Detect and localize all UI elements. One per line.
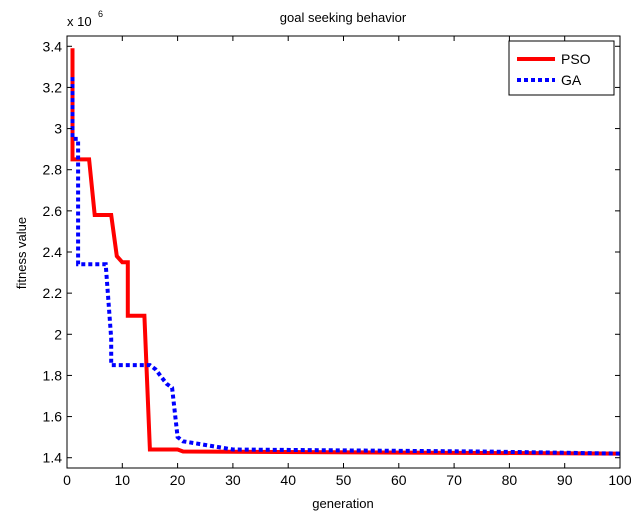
tick-layer: 0 10 20 30 40 50 60 70 80 90 100 1.4 1.6 1.8 2 2.2 2.4 2.…	[43, 36, 631, 488]
y-tick-label: 3	[54, 121, 62, 137]
chart-title: goal seeking behavior	[280, 10, 407, 25]
y-multiplier-base: x 10	[67, 14, 92, 29]
x-tick-label: 60	[391, 472, 407, 488]
y-tick-label: 1.8	[43, 367, 63, 383]
y-axis-label: fitness value	[14, 217, 29, 289]
y-tick-label: 2.6	[43, 203, 63, 219]
x-tick-label: 40	[280, 472, 296, 488]
series-layer	[70, 48, 620, 456]
y-tick-label: 2.2	[43, 285, 63, 301]
y-tick-label: 2	[54, 326, 62, 342]
y-tick-label: 2.8	[43, 162, 63, 178]
x-tick-label: 20	[170, 472, 186, 488]
x-tick-label: 50	[336, 472, 352, 488]
y-tick-label: 3.4	[43, 38, 63, 54]
x-tick-label: 100	[608, 472, 631, 488]
x-tick-label: 90	[557, 472, 573, 488]
series-line-pso	[70, 48, 620, 456]
plot-area-frame	[66, 35, 621, 469]
x-tick-label: 70	[446, 472, 462, 488]
y-tick-label: 2.4	[43, 244, 63, 260]
x-axis-label: generation	[312, 496, 373, 511]
series-line-ga	[70, 77, 620, 456]
legend-box	[508, 40, 615, 96]
y-multiplier: x 10 6	[67, 9, 103, 29]
y-tick-label: 3.2	[43, 79, 63, 95]
y-tick-label: 1.6	[43, 409, 63, 425]
y-multiplier-exponent: 6	[98, 9, 103, 19]
x-tick-label: 30	[225, 472, 241, 488]
legend: PSO GA	[508, 40, 615, 96]
y-tick-label: 1.4	[43, 450, 63, 466]
legend-label-pso: PSO	[561, 51, 591, 67]
x-tick-label: 10	[115, 472, 131, 488]
legend-label-ga: GA	[561, 72, 582, 88]
x-tick-label: 80	[502, 472, 518, 488]
x-tick-label: 0	[63, 472, 71, 488]
